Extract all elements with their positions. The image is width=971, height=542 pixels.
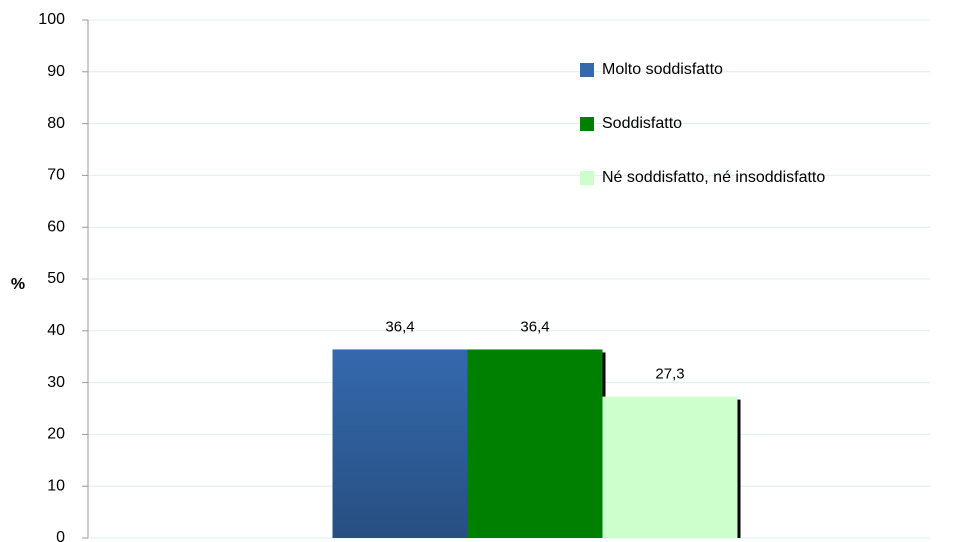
y-tick-label: 40 bbox=[47, 322, 65, 339]
y-tick-label: 10 bbox=[47, 477, 65, 494]
y-tick-label: 60 bbox=[47, 218, 65, 235]
y-axis-label: % bbox=[11, 276, 25, 293]
bar-shade bbox=[332, 349, 468, 538]
legend-swatch bbox=[580, 171, 594, 185]
y-tick-label: 70 bbox=[47, 167, 65, 184]
y-tick-label: 30 bbox=[47, 374, 65, 391]
bar bbox=[467, 349, 603, 538]
data-label: 27,3 bbox=[655, 366, 684, 383]
y-tick-label: 20 bbox=[47, 426, 65, 443]
y-tick-label: 0 bbox=[56, 529, 65, 542]
legend-label: Molto soddisfatto bbox=[602, 61, 723, 78]
bar-shadow bbox=[736, 399, 741, 538]
bar bbox=[602, 396, 738, 538]
y-tick-label: 50 bbox=[47, 270, 65, 287]
data-label: 36,4 bbox=[385, 318, 414, 335]
y-tick-label: 80 bbox=[47, 115, 65, 132]
legend-swatch bbox=[580, 63, 594, 77]
legend-swatch bbox=[580, 117, 594, 131]
y-tick-label: 100 bbox=[38, 11, 65, 28]
data-label: 36,4 bbox=[520, 318, 549, 335]
legend-label: Né soddisfatto, né insoddisfatto bbox=[602, 169, 825, 186]
y-tick-label: 90 bbox=[47, 63, 65, 80]
legend-label: Soddisfatto bbox=[602, 115, 682, 132]
